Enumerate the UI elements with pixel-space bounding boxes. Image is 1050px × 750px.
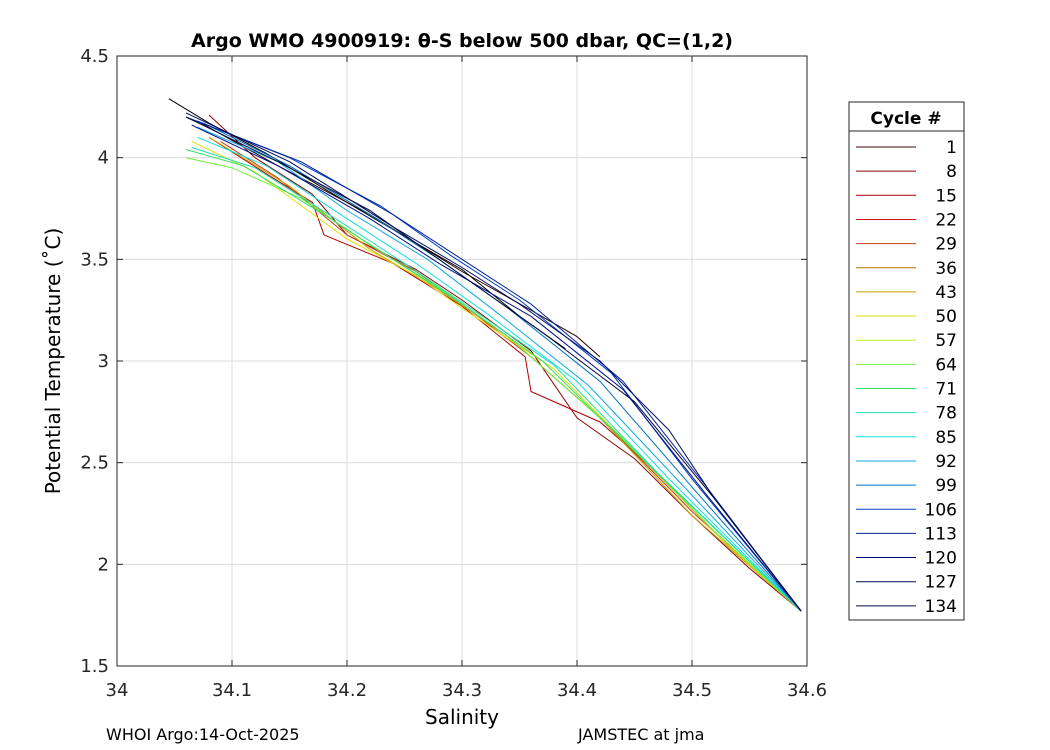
series-line-cycle-78 bbox=[191, 147, 802, 612]
legend-label: 29 bbox=[935, 235, 957, 255]
legend-label: 36 bbox=[935, 259, 957, 279]
legend-label: 22 bbox=[935, 210, 957, 230]
y-tick-label: 4 bbox=[98, 148, 109, 169]
legend-label: 15 bbox=[935, 186, 957, 206]
x-tick-label: 34.2 bbox=[327, 680, 367, 701]
y-tick-label: 2.5 bbox=[80, 453, 109, 474]
chart-title: Argo WMO 4900919: θ-S below 500 dbar, QC… bbox=[191, 30, 733, 52]
series-line-cycle-120 bbox=[191, 124, 802, 612]
legend-label: 120 bbox=[925, 549, 957, 569]
legend-title: Cycle # bbox=[870, 109, 941, 129]
footer-left-credit: WHOI Argo:14-Oct-2025 bbox=[106, 725, 300, 744]
legend-label: 64 bbox=[935, 355, 957, 375]
series-line-cycle-106 bbox=[197, 120, 802, 612]
footer-right-credit: JAMSTEC at jma bbox=[578, 725, 705, 744]
series-line-cycle-64 bbox=[185, 157, 802, 612]
plot-frame bbox=[116, 55, 808, 667]
legend-label: 113 bbox=[925, 524, 957, 544]
series-line-cycle-43 bbox=[208, 136, 802, 612]
x-tick-label: 34 bbox=[106, 680, 129, 701]
legend-entries: 1 8 15 22 29 36 43 50 57 64 71 78 85 92 99 106 113 120 127… bbox=[856, 138, 957, 617]
legend-label: 8 bbox=[946, 162, 957, 182]
y-tick-label: 1.5 bbox=[80, 656, 109, 677]
legend: Cycle # 18152229364350576471788592991061… bbox=[848, 101, 965, 621]
legend-label: 43 bbox=[935, 283, 957, 303]
x-tick-labels: 34 34.1 34.2 34.3 34.4 34.5 34.6 bbox=[106, 680, 827, 701]
legend-label: 106 bbox=[925, 500, 957, 520]
x-tick-label: 34.5 bbox=[672, 680, 712, 701]
legend-label: 78 bbox=[935, 404, 957, 424]
series-line-cycle-92 bbox=[197, 126, 802, 612]
y-tick-label: 3 bbox=[98, 351, 109, 372]
x-axis-label: Salinity bbox=[425, 705, 499, 729]
legend-label: 1 bbox=[946, 138, 957, 158]
x-tick-label: 34.1 bbox=[212, 680, 252, 701]
series-line-cycle-134 bbox=[185, 116, 802, 612]
series-line-cycle-127 bbox=[185, 112, 802, 612]
legend-label: 134 bbox=[925, 597, 957, 617]
legend-label: 50 bbox=[935, 307, 957, 327]
series-line-cycle-85 bbox=[197, 136, 802, 612]
legend-label: 127 bbox=[925, 573, 957, 593]
x-tick-label: 34.4 bbox=[557, 680, 597, 701]
legend-label: 85 bbox=[935, 428, 957, 448]
y-tick-labels: 1.5 2 2.5 3 3.5 4 4.5 bbox=[80, 46, 109, 677]
y-tick-label: 2 bbox=[98, 554, 109, 575]
x-tick-label: 34.6 bbox=[787, 680, 827, 701]
y-tick-label: 4.5 bbox=[80, 46, 109, 67]
series-layer bbox=[168, 98, 802, 612]
legend-label: 92 bbox=[935, 452, 957, 472]
legend-label: 99 bbox=[935, 476, 957, 496]
y-tick-label: 3.5 bbox=[80, 249, 109, 270]
y-axis-label: Potential Temperature (˚C) bbox=[41, 228, 65, 495]
series-line-cycle-113 bbox=[185, 116, 802, 612]
legend-label: 57 bbox=[935, 331, 957, 351]
series-line-cycle-71 bbox=[185, 149, 802, 612]
x-tick-label: 34.3 bbox=[442, 680, 482, 701]
legend-label: 71 bbox=[935, 380, 957, 400]
